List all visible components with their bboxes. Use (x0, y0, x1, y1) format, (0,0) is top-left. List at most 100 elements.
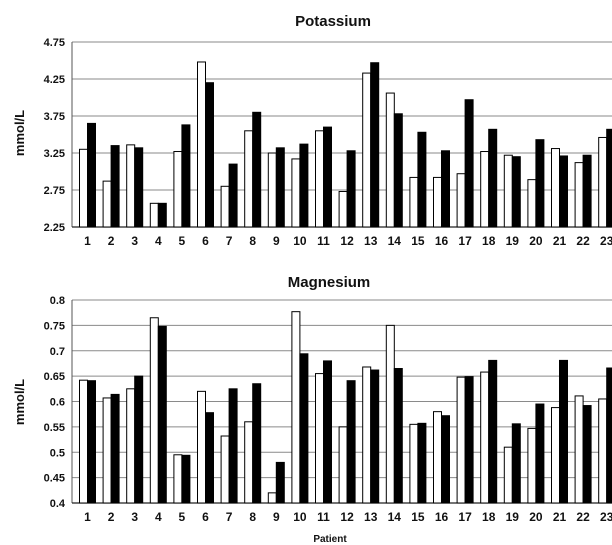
potassium-x-tick-label: 23 (600, 234, 612, 248)
magnesium-bar-filled (582, 405, 592, 504)
potassium-bar-filled (417, 131, 427, 228)
potassium-bar-filled (181, 124, 191, 228)
potassium-bar-open (291, 158, 301, 228)
potassium-x-tick-label: 20 (529, 234, 543, 248)
potassium-bar-open (338, 190, 348, 228)
potassium-bar-filled (511, 156, 521, 228)
potassium-x-tick-label: 8 (249, 234, 256, 248)
potassium-x-tick-label: 2 (108, 234, 115, 248)
potassium-y-tick-label: 2.75 (44, 185, 65, 197)
magnesium-bar-filled (370, 369, 380, 504)
magnesium-x-tick-label: 9 (273, 510, 280, 524)
potassium-x-tick-label: 21 (553, 234, 567, 248)
potassium-bar-open (173, 151, 183, 228)
magnesium-bar-open (315, 373, 324, 504)
magnesium-x-axis-label: Patient (313, 534, 347, 545)
magnesium-x-tick-label: 5 (179, 510, 186, 524)
potassium-bar-open (480, 151, 490, 228)
potassium-bar-open (244, 130, 254, 228)
potassium-bar-filled (488, 128, 498, 228)
potassium-x-tick-label: 22 (576, 234, 590, 248)
potassium-bar-open (315, 130, 324, 228)
magnesium-bar-open (503, 446, 513, 504)
potassium-chart: Potassium mmol/L 2.25 2.75 3.25 3.75 4.25 4.7… (12, 13, 612, 248)
magnesium-bar-open (173, 454, 183, 504)
potassium-bar-filled (228, 163, 238, 228)
magnesium-bar-open (338, 426, 348, 504)
magnesium-bar-open (291, 311, 301, 504)
potassium-bar-filled (252, 111, 262, 228)
magnesium-bar-filled (228, 388, 238, 504)
potassium-x-tick-label: 1 (84, 234, 91, 248)
magnesium-x-tick-label: 4 (155, 510, 162, 524)
magnesium-bar-filled (511, 423, 521, 504)
magnesium-bar-open (409, 423, 419, 504)
potassium-bar-open (149, 202, 159, 228)
magnesium-bar-open (244, 421, 254, 504)
potassium-x-tick-label: 19 (506, 234, 520, 248)
potassium-plot-area: 2.252.753.253.754.254.751 2 3 4 5 6 7 8 9 10 11 12 1… (44, 37, 612, 248)
potassium-bar-open (456, 173, 466, 228)
potassium-bar-filled (441, 150, 450, 228)
magnesium-bar-open (551, 407, 560, 504)
magnesium-chart: Magnesium mmol/L Patient 0.4 0.45 0.5 0.55 0… (12, 274, 612, 545)
potassium-bar-open (527, 179, 537, 228)
potassium-bar-filled (205, 82, 214, 228)
magnesium-y-tick-label: 0.8 (50, 295, 65, 307)
magnesium-bar-filled (252, 383, 262, 504)
magnesium-bar-open (433, 411, 442, 504)
magnesium-x-tick-label: 10 (293, 510, 307, 524)
magnesium-y-tick-label: 0.6 (50, 397, 65, 409)
magnesium-bar-open (79, 379, 88, 504)
potassium-y-tick-label: 4.25 (44, 74, 65, 86)
potassium-bar-filled (559, 155, 568, 228)
magnesium-y-tick-label: 0.4 (50, 498, 66, 510)
potassium-bar-open (102, 180, 112, 228)
magnesium-y-tick-label: 0.45 (44, 473, 65, 485)
potassium-bar-open (409, 176, 419, 228)
magnesium-x-tick-label: 3 (131, 510, 138, 524)
magnesium-bar-filled (181, 454, 191, 504)
potassium-bar-open (197, 61, 206, 228)
potassium-bar-open (598, 136, 608, 228)
potassium-x-tick-label: 12 (340, 234, 354, 248)
magnesium-bar-filled (299, 353, 309, 504)
magnesium-bar-open (456, 376, 466, 504)
potassium-bar-filled (582, 154, 592, 228)
potassium-x-tick-label: 10 (293, 234, 307, 248)
potassium-x-tick-label: 7 (226, 234, 233, 248)
magnesium-bar-filled (535, 403, 545, 504)
magnesium-bar-filled (323, 360, 332, 504)
potassium-x-tick-label: 14 (388, 234, 402, 248)
magnesium-x-tick-label: 16 (435, 510, 449, 524)
magnesium-x-tick-label: 18 (482, 510, 496, 524)
potassium-bar-open (385, 92, 395, 228)
magnesium-x-tick-label: 21 (553, 510, 567, 524)
magnesium-y-axis-label: mmol/L (12, 379, 27, 425)
magnesium-bar-filled (275, 461, 285, 504)
potassium-bar-open (574, 162, 584, 228)
magnesium-bar-filled (157, 325, 167, 504)
magnesium-x-tick-label: 6 (202, 510, 209, 524)
potassium-bar-filled (299, 143, 309, 228)
magnesium-x-tick-label: 11 (317, 510, 330, 524)
magnesium-bar-filled (559, 359, 568, 504)
potassium-bar-filled (346, 150, 356, 228)
magnesium-y-tick-label: 0.5 (50, 447, 65, 459)
magnesium-bar-filled (441, 415, 450, 504)
potassium-bar-filled (464, 99, 474, 228)
potassium-bar-open (79, 148, 88, 228)
magnesium-y-tick-label: 0.75 (44, 320, 65, 332)
potassium-y-tick-label: 3.75 (44, 111, 65, 123)
potassium-bar-filled (134, 147, 144, 228)
magnesium-x-tick-label: 2 (108, 510, 115, 524)
magnesium-x-tick-label: 1 (84, 510, 91, 524)
potassium-title: Potassium (295, 13, 371, 30)
magnesium-x-tick-label: 14 (388, 510, 402, 524)
magnesium-bar-open (197, 390, 206, 504)
potassium-x-tick-label: 13 (364, 234, 378, 248)
magnesium-bar-filled (346, 380, 356, 504)
potassium-y-tick-label: 2.25 (44, 222, 65, 234)
potassium-y-tick-label: 4.75 (44, 37, 65, 49)
